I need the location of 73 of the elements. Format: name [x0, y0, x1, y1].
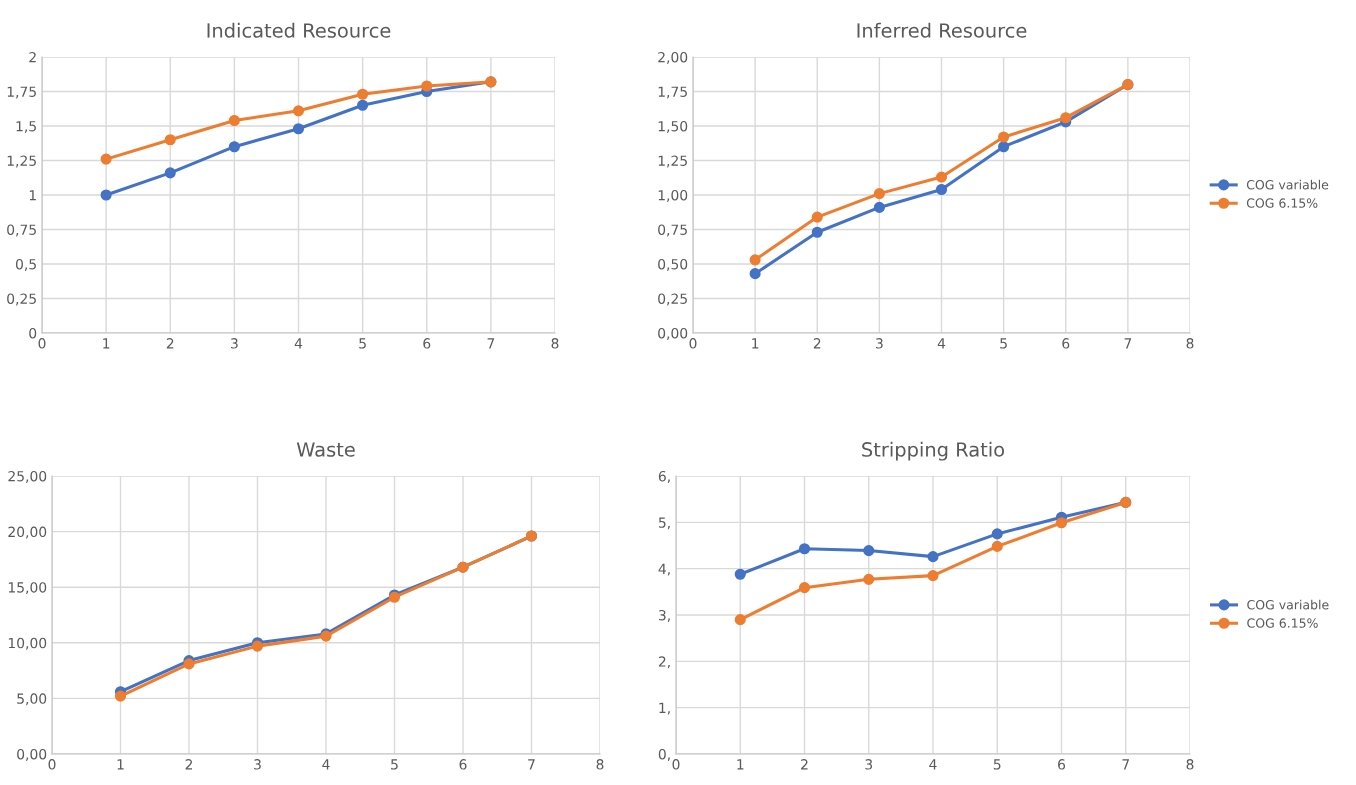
- x-tick-label: 6: [423, 338, 431, 349]
- x-tick-label: 5: [1000, 338, 1007, 349]
- y-tick-label: 0,25: [7, 293, 36, 306]
- y-tick-label: 0,: [658, 748, 670, 761]
- x-tick-label: 4: [322, 759, 330, 770]
- x-tick-label: 1: [117, 759, 124, 770]
- y-tick-label: 15,00: [8, 582, 47, 595]
- chart-title: Stripping Ratio: [862, 441, 1005, 461]
- x-tick-label: 8: [1186, 338, 1194, 349]
- legend-label: COG variable: [1246, 179, 1329, 190]
- y-tick-label: 1,25: [658, 155, 687, 168]
- y-tick-label: 1,: [659, 702, 670, 715]
- y-tick-label: 0,75: [658, 224, 687, 237]
- y-tick-label: 2,: [658, 656, 670, 669]
- y-tick-label: 20,00: [8, 526, 47, 539]
- x-tick-label: 0: [689, 338, 697, 349]
- y-tick-label: 0: [29, 327, 37, 339]
- x-tick-label: 7: [528, 759, 535, 770]
- x-tick-label: 2: [801, 759, 808, 770]
- y-tick-label: 25,00: [8, 470, 47, 483]
- x-tick-label: 7: [487, 338, 495, 349]
- x-tick-label: 1: [752, 338, 759, 349]
- y-tick-label: 1,50: [658, 120, 688, 133]
- chart-title: Inferred Resource: [857, 22, 1027, 38]
- y-tick-label: 0,00: [17, 748, 47, 761]
- x-tick-label: 6: [459, 759, 467, 770]
- y-tick-label: 6,: [658, 470, 670, 483]
- x-tick-label: 2: [185, 759, 193, 770]
- y-tick-label: 1: [29, 190, 36, 201]
- x-tick-label: 3: [876, 338, 883, 349]
- chart-title: Indicated Resource: [207, 22, 391, 38]
- y-tick-label: 0,25: [658, 293, 687, 306]
- x-tick-label: 4: [937, 338, 946, 349]
- legend-label: COG variable: [1247, 599, 1329, 610]
- y-tick-label: 2,00: [658, 51, 688, 64]
- x-tick-label: 5: [359, 338, 366, 349]
- y-tick-label: 1,00: [658, 189, 688, 202]
- x-tick-label: 5: [993, 759, 1001, 770]
- y-tick-label: 5,00: [17, 693, 47, 706]
- y-tick-label: 0,00: [658, 327, 688, 340]
- x-tick-label: 4: [294, 338, 303, 349]
- x-tick-label: 0: [48, 759, 56, 770]
- x-tick-label: 7: [1122, 759, 1129, 770]
- y-tick-label: 0,5: [15, 258, 36, 271]
- x-tick-label: 4: [929, 759, 937, 770]
- legend-label: COG 6.15%: [1247, 618, 1318, 628]
- x-tick-label: 5: [391, 759, 398, 770]
- x-tick-label: 3: [865, 759, 873, 770]
- x-tick-label: 6: [1058, 759, 1066, 770]
- y-tick-label: 2: [29, 51, 36, 63]
- y-tick-label: 1,75: [7, 86, 36, 99]
- x-tick-label: 7: [1124, 338, 1132, 349]
- y-tick-label: 1,5: [16, 121, 36, 133]
- y-tick-label: 1,75: [658, 86, 687, 99]
- chart-title: Waste: [296, 442, 355, 457]
- legend-label: COG 6.15%: [1246, 198, 1318, 208]
- y-tick-label: 4,: [658, 563, 670, 576]
- x-tick-label: 1: [103, 338, 110, 349]
- y-tick-label: 1,25: [7, 155, 36, 168]
- x-tick-label: 8: [551, 338, 559, 349]
- x-tick-label: 2: [813, 338, 821, 349]
- y-tick-label: 5,: [658, 517, 670, 530]
- x-tick-label: 6: [1062, 338, 1070, 349]
- x-tick-label: 2: [166, 338, 174, 349]
- y-tick-label: 10,00: [8, 637, 47, 650]
- y-tick-label: 3,: [658, 609, 670, 622]
- x-tick-label: 1: [737, 759, 744, 770]
- x-tick-label: 8: [1186, 759, 1194, 770]
- y-tick-label: 0,50: [658, 258, 688, 271]
- x-tick-label: 3: [231, 338, 238, 349]
- x-tick-label: 8: [596, 759, 604, 770]
- x-tick-label: 3: [254, 759, 261, 770]
- y-tick-label: 0,75: [7, 224, 36, 237]
